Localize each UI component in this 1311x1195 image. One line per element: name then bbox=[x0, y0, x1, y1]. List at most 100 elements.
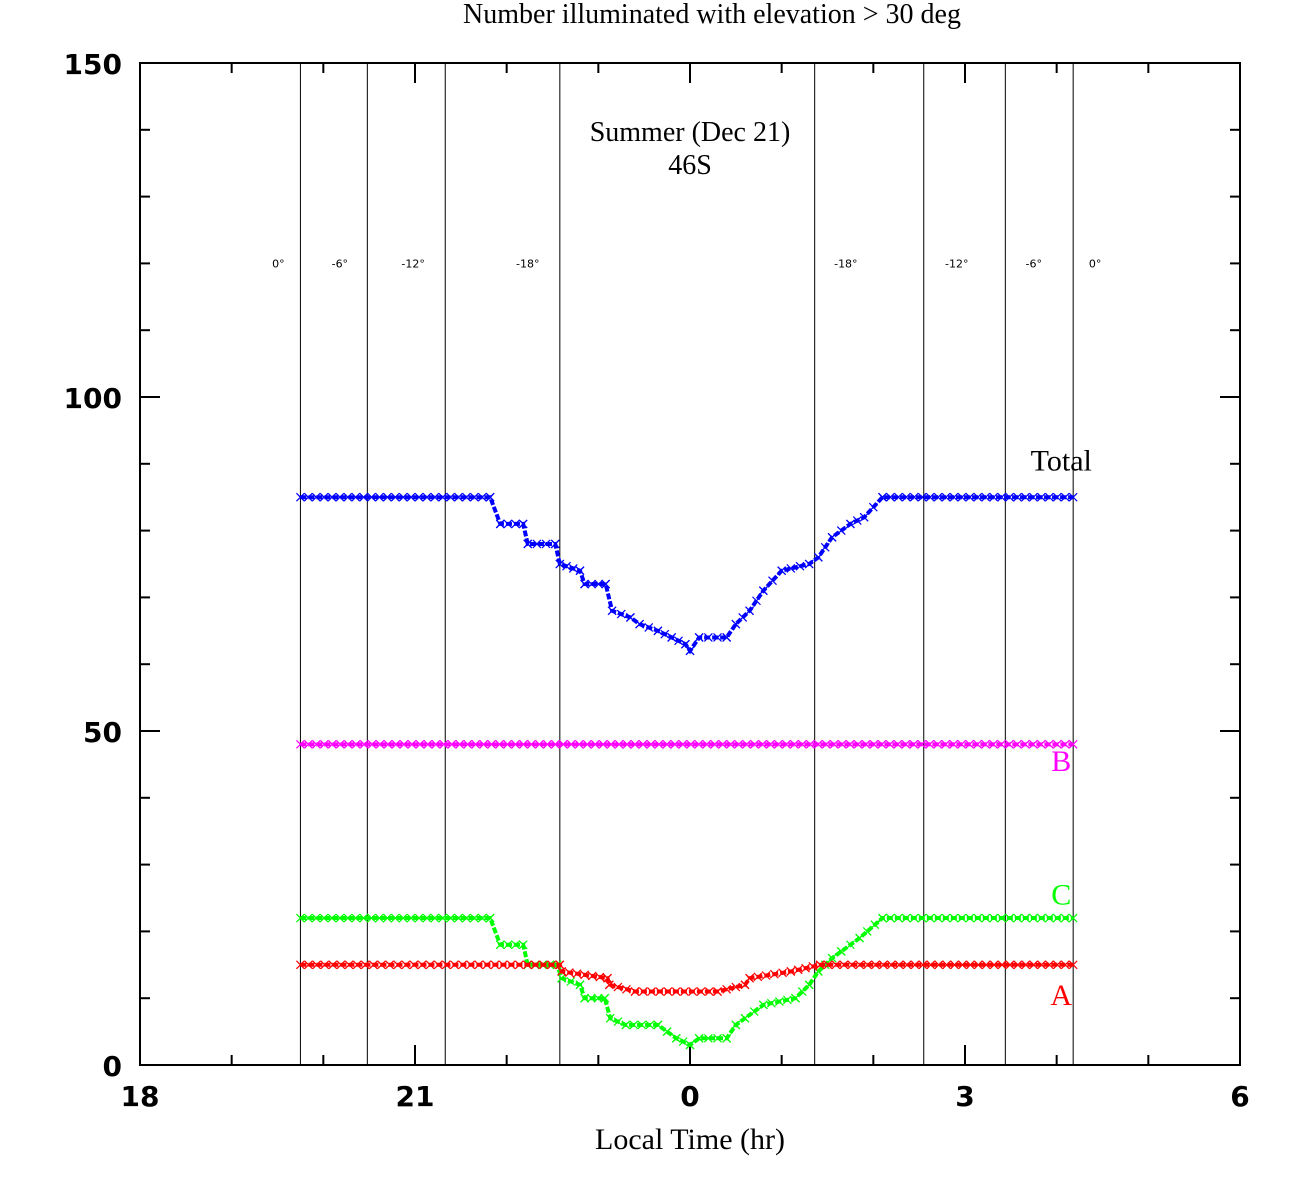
data-point bbox=[660, 629, 670, 639]
data-point bbox=[829, 739, 839, 749]
data-point bbox=[845, 519, 855, 529]
data-point bbox=[793, 965, 803, 975]
data-point bbox=[696, 987, 706, 996]
data-point bbox=[653, 1020, 663, 1030]
data-point bbox=[886, 960, 896, 970]
data-point bbox=[1045, 960, 1054, 970]
data-point bbox=[406, 492, 416, 502]
data-point bbox=[506, 960, 516, 970]
data-point bbox=[965, 960, 975, 970]
data-point bbox=[407, 739, 417, 749]
data-point bbox=[1052, 913, 1062, 923]
data-point bbox=[375, 492, 384, 502]
data-point bbox=[368, 960, 378, 970]
data-point bbox=[462, 492, 471, 502]
data-point bbox=[1029, 960, 1039, 970]
data-point bbox=[749, 1007, 759, 1016]
data-point bbox=[1060, 913, 1070, 923]
data-point bbox=[981, 492, 991, 502]
data-point bbox=[463, 739, 473, 749]
chart-title: Number illuminated with elevation > 30 d… bbox=[463, 0, 961, 30]
data-point bbox=[894, 960, 904, 970]
data-point bbox=[430, 913, 440, 923]
data-point bbox=[454, 492, 463, 502]
data-point bbox=[604, 980, 614, 990]
data-point bbox=[391, 739, 401, 749]
data-point bbox=[1036, 913, 1046, 923]
data-point bbox=[1052, 960, 1062, 970]
data-point bbox=[344, 960, 354, 970]
data-point bbox=[601, 579, 611, 589]
data-point bbox=[422, 492, 432, 502]
data-point bbox=[539, 960, 549, 970]
data-point bbox=[933, 492, 943, 502]
data-point bbox=[680, 639, 690, 649]
data-point bbox=[409, 960, 419, 970]
data-point bbox=[446, 913, 456, 923]
data-point bbox=[957, 913, 967, 923]
data-point bbox=[587, 579, 597, 589]
data-point bbox=[781, 739, 791, 749]
data-point bbox=[390, 913, 400, 923]
data-point bbox=[303, 739, 313, 749]
data-point bbox=[702, 739, 712, 749]
data-point bbox=[406, 913, 416, 923]
data-point bbox=[678, 1037, 688, 1047]
data-point bbox=[495, 739, 505, 749]
data-point bbox=[820, 542, 830, 552]
data-point bbox=[769, 969, 779, 979]
data-point bbox=[647, 987, 656, 996]
data-point bbox=[949, 739, 959, 749]
data-point bbox=[886, 492, 895, 502]
data-point bbox=[1052, 492, 1062, 502]
data-point bbox=[550, 539, 560, 549]
data-point bbox=[590, 739, 600, 749]
data-point bbox=[614, 739, 624, 749]
data-point bbox=[713, 1033, 722, 1043]
data-point bbox=[566, 739, 576, 749]
data-point bbox=[973, 913, 983, 923]
data-point bbox=[1013, 960, 1023, 970]
data-point bbox=[335, 913, 345, 923]
data-point bbox=[805, 739, 815, 749]
data-point bbox=[327, 492, 337, 502]
series-label-b: B bbox=[1051, 745, 1071, 778]
data-point bbox=[572, 969, 582, 979]
data-point bbox=[777, 566, 787, 576]
data-point bbox=[1021, 960, 1031, 970]
data-point bbox=[942, 960, 952, 970]
data-point bbox=[789, 739, 799, 749]
data-point bbox=[893, 739, 903, 749]
data-point bbox=[694, 633, 704, 642]
data-point bbox=[594, 579, 604, 589]
data-point bbox=[383, 739, 393, 749]
data-point bbox=[382, 913, 392, 923]
data-point bbox=[327, 739, 337, 749]
data-point bbox=[1060, 739, 1070, 749]
data-point bbox=[319, 913, 329, 923]
data-point bbox=[925, 492, 935, 502]
data-point bbox=[925, 739, 935, 749]
data-point bbox=[862, 926, 872, 936]
data-point bbox=[431, 739, 441, 749]
data-point bbox=[351, 913, 361, 923]
data-point bbox=[901, 913, 911, 923]
data-point bbox=[352, 960, 362, 970]
data-point bbox=[295, 960, 305, 970]
data-point bbox=[694, 1033, 704, 1043]
data-point bbox=[482, 960, 492, 970]
data-point bbox=[415, 739, 425, 749]
data-point bbox=[1037, 960, 1046, 970]
data-point bbox=[1021, 492, 1030, 502]
data-point bbox=[989, 739, 998, 749]
data-point bbox=[1005, 960, 1015, 970]
data-point bbox=[454, 913, 463, 923]
data-point bbox=[375, 739, 385, 749]
data-point bbox=[542, 739, 552, 749]
data-point bbox=[713, 987, 722, 996]
data-point bbox=[532, 539, 542, 549]
data-point bbox=[550, 739, 560, 749]
data-point bbox=[688, 987, 698, 996]
data-point bbox=[367, 913, 376, 923]
plot-frame bbox=[139, 62, 1241, 1066]
